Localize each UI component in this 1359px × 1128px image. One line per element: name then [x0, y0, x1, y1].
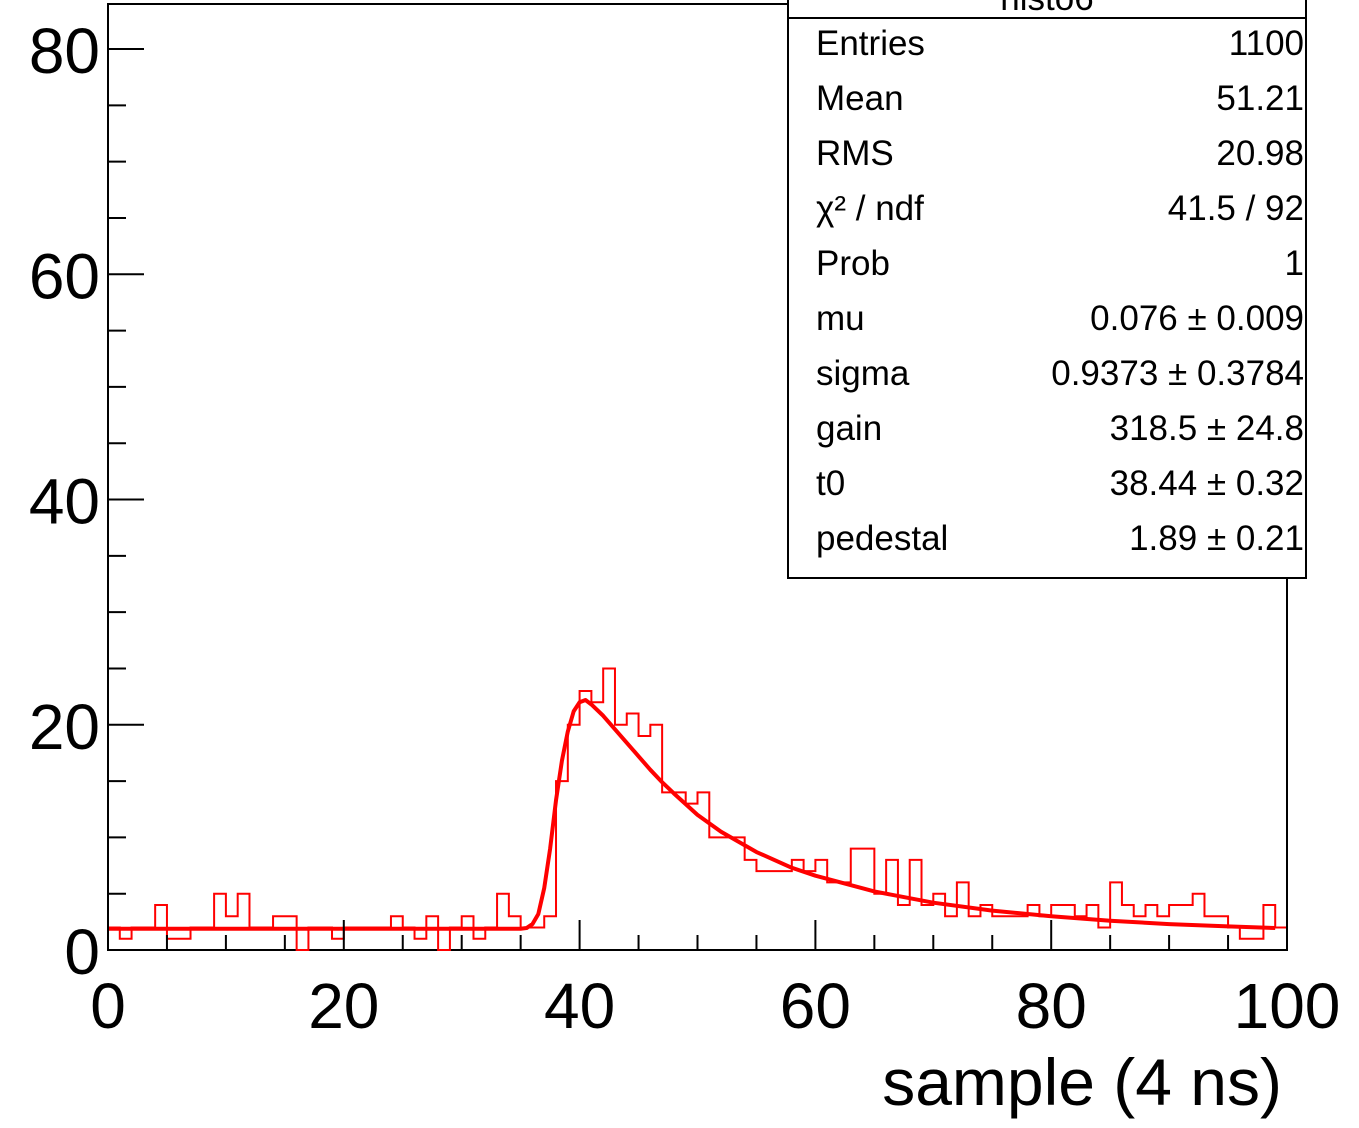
- stats-row-value: 38.44 ± 0.32: [1110, 464, 1304, 503]
- stats-row-label: RMS: [816, 134, 894, 173]
- stats-row-value: 1.89 ± 0.21: [1129, 519, 1304, 558]
- stats-box-title: histo6: [1000, 0, 1093, 18]
- stats-row-value: 1: [1285, 244, 1304, 283]
- data-layer: [108, 667, 1287, 951]
- y-tick-label: 60: [29, 240, 100, 312]
- stats-row-label: mu: [816, 299, 865, 338]
- x-tick-label: 80: [1016, 970, 1087, 1042]
- stats-row-label: sigma: [816, 354, 910, 393]
- fit-curve: [108, 697, 1276, 931]
- axis-layer: 0 20 40 60 80 100 0 20 40 60 80: [29, 15, 1341, 1042]
- x-tick-label: 60: [780, 970, 851, 1042]
- x-tick-label: 0: [90, 970, 126, 1042]
- stats-row-value: 41.5 / 92: [1168, 189, 1304, 228]
- stats-row-value: 1100: [1229, 24, 1304, 63]
- stats-row-value: 0.9373 ± 0.3784: [1051, 354, 1304, 393]
- stats-row-value: 0.076 ± 0.009: [1090, 299, 1304, 338]
- stats-row-label: Entries: [816, 24, 925, 63]
- stats-box: histo6 Entries 1100 Mean 51.21 RMS 20.98 χ² / n…: [787, 0, 1307, 579]
- x-tick-label: 20: [308, 970, 379, 1042]
- y-tick-label: 80: [29, 15, 100, 87]
- stats-row-label: Mean: [816, 79, 904, 118]
- stats-row-label: χ² / ndf: [816, 189, 924, 228]
- stats-box-frame: [787, 0, 1307, 579]
- x-tick-label: 100: [1234, 970, 1341, 1042]
- y-tick-label: 40: [29, 466, 100, 538]
- stats-row-value: 51.21: [1216, 79, 1304, 118]
- stats-row-label: Prob: [816, 244, 890, 283]
- stats-row-value: 20.98: [1216, 134, 1304, 173]
- x-tick-label: 40: [544, 970, 615, 1042]
- stats-row-label: pedestal: [816, 519, 948, 558]
- y-tick-label: 20: [29, 691, 100, 763]
- stats-row-label: gain: [816, 409, 882, 448]
- stats-row-value: 318.5 ± 24.8: [1110, 409, 1304, 448]
- y-tick-label: 0: [64, 916, 100, 988]
- stats-row-label: t0: [816, 464, 845, 503]
- x-axis-title: sample (4 ns): [882, 1045, 1282, 1119]
